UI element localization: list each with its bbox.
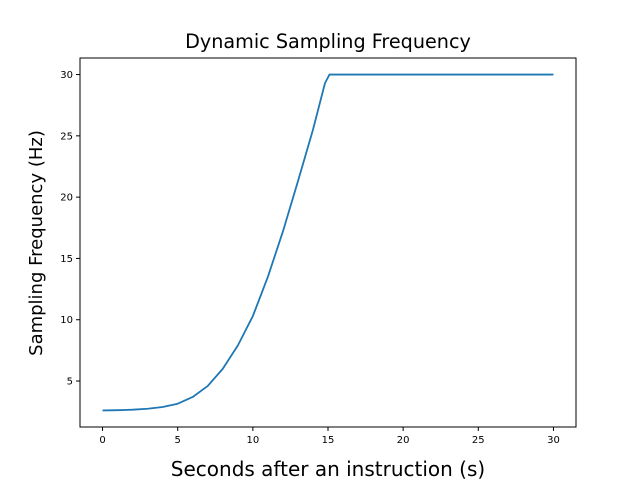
series-line-0 bbox=[102, 73, 554, 412]
x-tick-label: 0 bbox=[99, 435, 105, 446]
y-tick-label: 15 bbox=[60, 254, 73, 265]
y-tick-label: 20 bbox=[60, 193, 73, 204]
x-tick-label: 30 bbox=[547, 435, 560, 446]
chart-title: Dynamic Sampling Frequency bbox=[185, 30, 471, 53]
x-axis-label: Seconds after an instruction (s) bbox=[171, 457, 485, 480]
y-tick-label: 10 bbox=[60, 315, 73, 326]
x-tick-label: 20 bbox=[397, 435, 410, 446]
plot-area: 0 5 10 15 20 25 30 5 10 15 20 25 30 bbox=[60, 57, 577, 446]
x-tick-label: 10 bbox=[246, 435, 259, 446]
x-tick-label: 25 bbox=[472, 435, 485, 446]
x-tick-label: 5 bbox=[175, 435, 181, 446]
y-tick-label: 5 bbox=[67, 377, 73, 388]
y-tick-label: 25 bbox=[60, 131, 73, 142]
y-tick-label: 30 bbox=[60, 70, 73, 81]
y-axis-label: Sampling Frequency (Hz) bbox=[26, 130, 47, 356]
x-tick-label: 15 bbox=[322, 435, 335, 446]
